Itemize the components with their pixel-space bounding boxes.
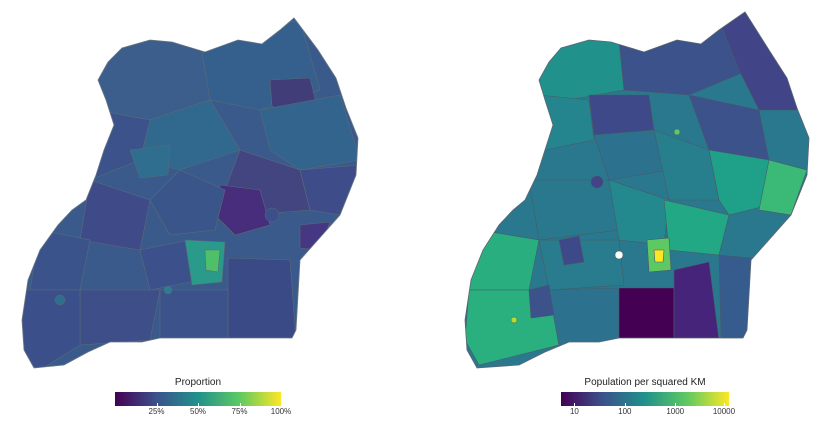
- legend-tick-mark: [281, 403, 282, 406]
- legend-tick-label: 75%: [231, 407, 248, 416]
- legend-tick-mark: [675, 403, 677, 406]
- legend-tick-label: 1000: [666, 407, 685, 416]
- country-outline: [21, 17, 359, 369]
- legend-tick-mark: [723, 403, 725, 406]
- legend-tick-mark: [574, 403, 576, 406]
- legend-tick-label: 100%: [270, 407, 292, 416]
- legend-tick-label: 50%: [189, 407, 207, 416]
- country-outline: [464, 11, 810, 369]
- legend-tick-mark: [156, 403, 158, 406]
- legend-ticks: 25% 50% 75% 100%: [115, 403, 291, 420]
- proportion-map: [21, 17, 359, 369]
- proportion-map-panel: Proportion 25% 50% 75% 100%: [21, 17, 359, 420]
- proportion-legend: Proportion 25% 50% 75% 100%: [88, 376, 308, 420]
- legend-tick-label: 100: [618, 407, 632, 416]
- population-density-legend: Population per squared KM 10 100 1000 10…: [535, 376, 755, 420]
- legend-tick-label: 10000: [712, 407, 736, 416]
- legend-tick-mark: [198, 403, 199, 406]
- population-density-map: [464, 11, 810, 369]
- legend-tick-label: 10: [569, 407, 579, 416]
- legend-ticks: 10 100 1000 10000: [561, 403, 735, 420]
- legend-tick-mark: [624, 403, 626, 406]
- legend-title: Population per squared KM: [584, 377, 706, 388]
- legend-colorbar: [561, 392, 729, 406]
- legend-title: Proportion: [174, 377, 222, 388]
- population-density-map-panel: Population per squared KM 10 100 1000 10…: [419, 0, 838, 437]
- legend-tick-mark: [239, 403, 241, 406]
- legend-tick-label: 25%: [148, 407, 165, 416]
- legend-colorbar: [115, 392, 281, 406]
